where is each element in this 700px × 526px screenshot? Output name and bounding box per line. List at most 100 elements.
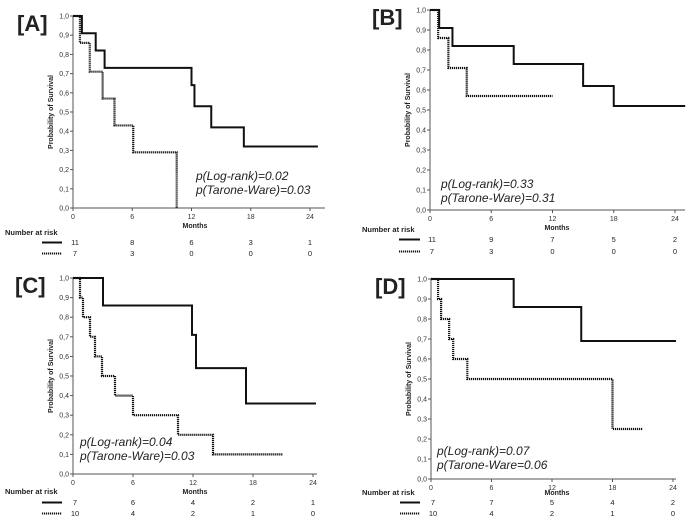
panel-label: [B] xyxy=(372,5,403,30)
y-tick-label: 0,8 xyxy=(416,48,426,55)
p-value-tarone-ware: p(Tarone-Ware)=0.03 xyxy=(195,183,311,197)
survival-curve-solid xyxy=(73,15,318,148)
y-tick-label: 0,4 xyxy=(59,129,69,136)
x-tick-label: 18 xyxy=(609,485,617,492)
risk-table-title: Number at risk xyxy=(5,228,58,237)
x-tick-label: 6 xyxy=(131,480,135,487)
y-tick-label: 0,6 xyxy=(416,88,426,95)
risk-count: 7 xyxy=(431,498,435,507)
risk-count: 8 xyxy=(130,238,134,247)
x-axis-label: Months xyxy=(545,490,570,497)
x-tick-label: 12 xyxy=(548,485,556,492)
x-axis-label: Months xyxy=(545,225,570,232)
y-tick-label: 0,7 xyxy=(417,337,427,344)
risk-count: 1 xyxy=(251,509,255,518)
risk-count: 7 xyxy=(489,498,493,507)
p-value-log-rank: p(Log-rank)=0.02 xyxy=(195,169,289,183)
y-tick-label: 0,7 xyxy=(59,71,69,78)
y-tick-label: 0,9 xyxy=(417,297,427,304)
p-value-tarone-ware: p(Tarone-Ware)=0.31 xyxy=(440,191,555,205)
risk-count: 4 xyxy=(610,498,614,507)
x-tick-label: 6 xyxy=(490,485,494,492)
y-tick-label: 0,3 xyxy=(59,413,69,420)
x-axis-label: Months xyxy=(183,489,208,496)
y-tick-label: 0,1 xyxy=(59,452,69,459)
risk-count: 4 xyxy=(131,509,135,518)
risk-count: 10 xyxy=(429,509,437,518)
p-value-tarone-ware: p(Tarone-Ware)=0.03 xyxy=(79,449,195,463)
risk-count: 0 xyxy=(308,249,312,258)
risk-count: 3 xyxy=(130,249,134,258)
y-axis-label: Probability of Survival xyxy=(48,339,55,413)
y-tick-label: 0,3 xyxy=(416,148,426,155)
x-tick-label: 24 xyxy=(669,485,677,492)
y-tick-label: 0,8 xyxy=(417,317,427,324)
y-tick-label: 0,4 xyxy=(416,128,426,135)
x-tick-label: 24 xyxy=(306,214,314,221)
survival-curve-dotted xyxy=(431,277,643,431)
x-tick-label: 18 xyxy=(247,214,255,221)
risk-count: 1 xyxy=(610,509,614,518)
y-axis-label: Probability of Survival xyxy=(406,342,413,416)
y-tick-label: 0,6 xyxy=(59,90,69,97)
y-tick-label: 0,1 xyxy=(59,186,69,193)
x-tick-label: 12 xyxy=(549,216,557,223)
risk-count: 2 xyxy=(550,509,554,518)
y-tick-label: 0,0 xyxy=(59,206,69,213)
panel-label: [A] xyxy=(17,11,48,36)
survival-curve-dotted xyxy=(73,14,178,208)
x-tick-label: 12 xyxy=(189,480,197,487)
y-tick-label: 0,5 xyxy=(59,110,69,117)
p-value-log-rank: p(Log-rank)=0.04 xyxy=(79,435,173,449)
risk-count: 0 xyxy=(249,249,253,258)
y-tick-label: 0,2 xyxy=(59,432,69,439)
survival-curve-dotted xyxy=(430,8,553,98)
risk-count: 2 xyxy=(673,235,677,244)
y-tick-label: 0,1 xyxy=(417,457,427,464)
y-tick-label: 0,4 xyxy=(59,393,69,400)
risk-count: 0 xyxy=(189,249,193,258)
x-tick-label: 18 xyxy=(610,216,618,223)
survival-curve-dotted xyxy=(73,276,283,456)
survival-curve-solid xyxy=(431,278,677,342)
risk-count: 7 xyxy=(73,249,77,258)
x-tick-label: 0 xyxy=(429,485,433,492)
x-tick-label: 0 xyxy=(71,480,75,487)
risk-count: 11 xyxy=(428,235,436,244)
y-tick-label: 0,5 xyxy=(59,374,69,381)
risk-count: 9 xyxy=(489,235,493,244)
y-tick-label: 0,8 xyxy=(59,315,69,322)
y-axis-label: Probability of Survival xyxy=(48,75,55,149)
y-tick-label: 1,0 xyxy=(59,276,69,283)
risk-count: 2 xyxy=(671,498,675,507)
x-tick-label: 18 xyxy=(249,480,257,487)
y-tick-label: 1,0 xyxy=(417,277,427,284)
risk-count: 7 xyxy=(430,247,434,256)
risk-count: 7 xyxy=(73,498,77,507)
risk-count: 7 xyxy=(550,235,554,244)
y-tick-label: 0,2 xyxy=(416,168,426,175)
risk-count: 0 xyxy=(673,247,677,256)
y-tick-label: 0,5 xyxy=(417,377,427,384)
risk-count: 0 xyxy=(671,509,675,518)
risk-count: 0 xyxy=(311,509,315,518)
y-tick-label: 0,8 xyxy=(59,52,69,59)
x-tick-label: 24 xyxy=(309,480,317,487)
y-tick-label: 0,9 xyxy=(59,295,69,302)
y-tick-label: 0,3 xyxy=(417,417,427,424)
x-tick-label: 24 xyxy=(671,216,679,223)
risk-table-title: Number at risk xyxy=(362,225,415,234)
risk-count: 3 xyxy=(489,247,493,256)
p-value-tarone-ware: p(Tarone-Ware=0.06 xyxy=(436,458,548,472)
risk-count: 5 xyxy=(612,235,616,244)
risk-table-title: Number at risk xyxy=(362,488,415,497)
y-tick-label: 0,7 xyxy=(59,334,69,341)
risk-count: 10 xyxy=(71,509,79,518)
y-tick-label: 0,6 xyxy=(417,357,427,364)
y-tick-label: 0,2 xyxy=(59,167,69,174)
panel-label: [C] xyxy=(15,273,46,298)
risk-count: 4 xyxy=(191,498,195,507)
risk-count: 3 xyxy=(249,238,253,247)
p-value-log-rank: p(Log-rank)=0.33 xyxy=(440,177,534,191)
